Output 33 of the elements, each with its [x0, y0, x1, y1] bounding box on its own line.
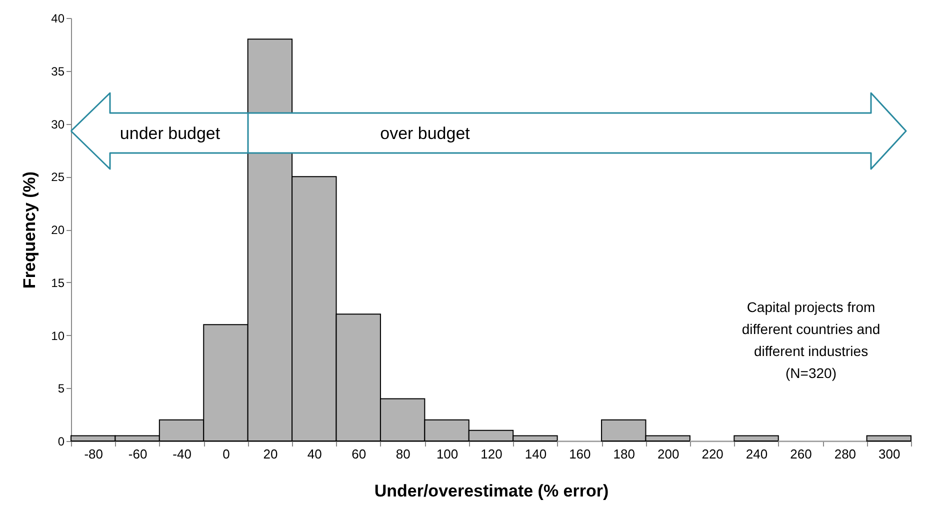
x-tick-label: 20 — [263, 446, 278, 462]
x-tick-label: 300 — [878, 446, 900, 462]
x-tick-label: 40 — [307, 446, 322, 462]
y-tick-label: 10 — [51, 328, 65, 343]
x-tick-label: -40 — [172, 446, 192, 462]
y-tick-label: 30 — [51, 117, 65, 132]
y-tick-label: 0 — [58, 434, 65, 448]
y-axis-title: Frequency (%) — [20, 171, 40, 289]
y-tick-label: 40 — [51, 12, 65, 26]
x-tick-label: 180 — [613, 446, 635, 462]
x-tick-label: 160 — [569, 446, 591, 462]
y-tick-label: 35 — [51, 64, 65, 78]
y-tick-label: 20 — [51, 223, 65, 237]
x-tick-label: 60 — [352, 446, 366, 462]
x-tick-label: 120 — [480, 446, 502, 462]
x-axis-title: Under/overestimate (% error) — [374, 482, 609, 500]
y-tick-label: 5 — [58, 382, 65, 396]
x-tick-label: 240 — [746, 446, 768, 462]
y-tick-label: 15 — [51, 276, 65, 290]
x-tick-label: 280 — [834, 446, 856, 462]
x-tick-label: 140 — [524, 446, 547, 462]
x-tick-label: 260 — [790, 446, 812, 462]
y-tick-label: 25 — [51, 170, 65, 184]
x-tick-label: 100 — [436, 446, 458, 462]
x-tick-label: 0 — [222, 446, 230, 462]
x-tick-label: 80 — [396, 446, 410, 462]
annotation: under budget — [120, 124, 220, 143]
x-tick-label: 220 — [702, 446, 724, 462]
annotation: over budget — [380, 124, 470, 143]
x-tick-label: 200 — [657, 446, 680, 462]
annotation: Capital projects from different countries and different industries (N=320) — [742, 299, 880, 381]
x-tick-label: -80 — [84, 446, 104, 462]
x-tick-label: -60 — [128, 446, 148, 462]
